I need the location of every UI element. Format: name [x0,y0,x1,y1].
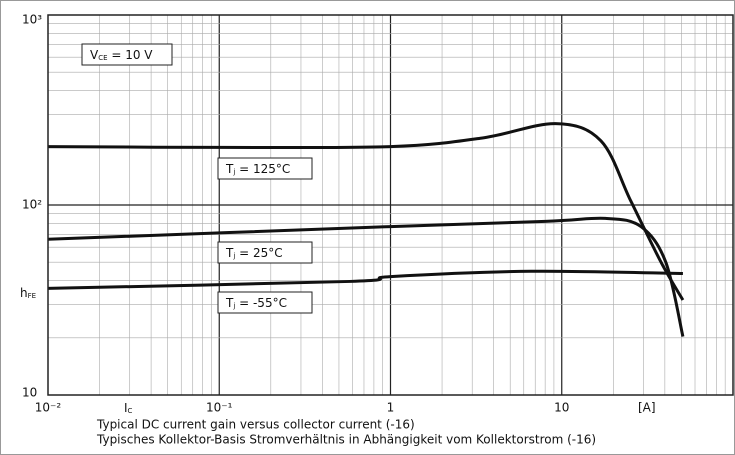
annotation-box [81,43,173,66]
annotation: VCE = 10 V [90,48,153,63]
x-label-part: I [124,401,128,415]
plot-border [47,14,734,396]
series-label-part: j [232,302,235,310]
x-label: IC [124,401,133,416]
x-tick-label: 10⁻² [35,401,62,415]
y-label-part: FE [28,292,36,300]
series-label: Tj = 25°C [225,246,283,261]
series-label-part: = 125°C [235,162,290,176]
caption: Typisches Kollektor-Basis Stromverhältni… [96,433,596,447]
curve [47,269,683,290]
annotation-part: CE [98,54,107,62]
y-tick-label: 10² [22,198,42,212]
y-tick-label: 10³ [22,13,42,27]
series-label: Tj = -55°C [225,296,287,311]
annotation-part: V [90,48,99,62]
series-label-part: = 25°C [235,246,282,260]
series-label-part: j [232,168,235,176]
curves [47,122,685,337]
y-tick-label: 10 [22,386,37,400]
series-label-box [217,157,313,180]
series-label-part: = -55°C [235,296,287,310]
y-label-part: h [20,286,28,300]
series-label-box [217,241,313,264]
x-tick-label: 10 [554,401,569,415]
series-label-box [217,291,313,314]
x-tick-label: 1 [387,401,395,415]
annotation-part: = 10 V [108,48,154,62]
x-tick-label: 10⁻¹ [206,401,233,415]
series-label-part: T [225,162,234,176]
series-label-part: j [232,252,235,260]
y-label: hFE [20,286,36,301]
x-unit: [A] [638,401,656,415]
curve [47,216,685,337]
x-label-part: C [128,407,133,415]
series-label-part: T [225,246,234,260]
grid [48,15,733,395]
series-label-part: T [225,296,234,310]
series-label: Tj = 125°C [225,162,290,177]
caption: Typical DC current gain versus collector… [96,418,415,432]
